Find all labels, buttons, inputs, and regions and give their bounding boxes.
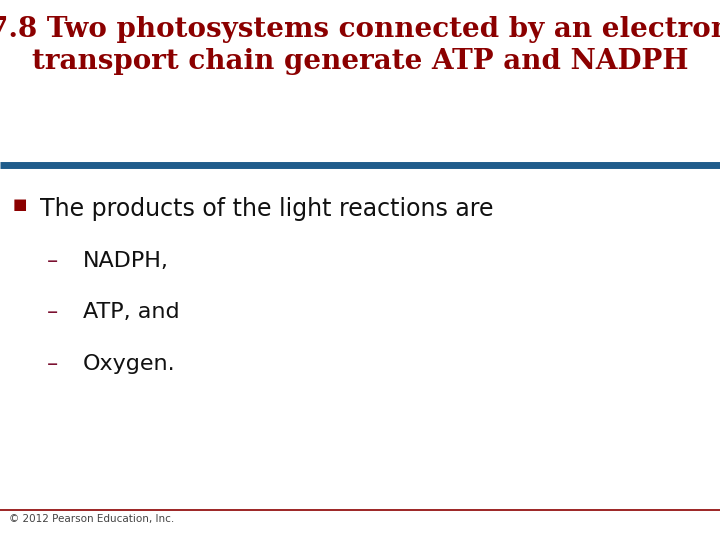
Text: –: –: [47, 251, 58, 271]
Text: ATP, and: ATP, and: [83, 302, 179, 322]
Text: NADPH,: NADPH,: [83, 251, 168, 271]
Text: –: –: [47, 354, 58, 374]
Text: © 2012 Pearson Education, Inc.: © 2012 Pearson Education, Inc.: [9, 514, 174, 524]
Text: ■: ■: [13, 197, 27, 212]
Text: –: –: [47, 302, 58, 322]
Text: 7.8 Two photosystems connected by an electron
transport chain generate ATP and N: 7.8 Two photosystems connected by an ele…: [0, 16, 720, 76]
Text: The products of the light reactions are: The products of the light reactions are: [40, 197, 494, 221]
Text: Oxygen.: Oxygen.: [83, 354, 176, 374]
